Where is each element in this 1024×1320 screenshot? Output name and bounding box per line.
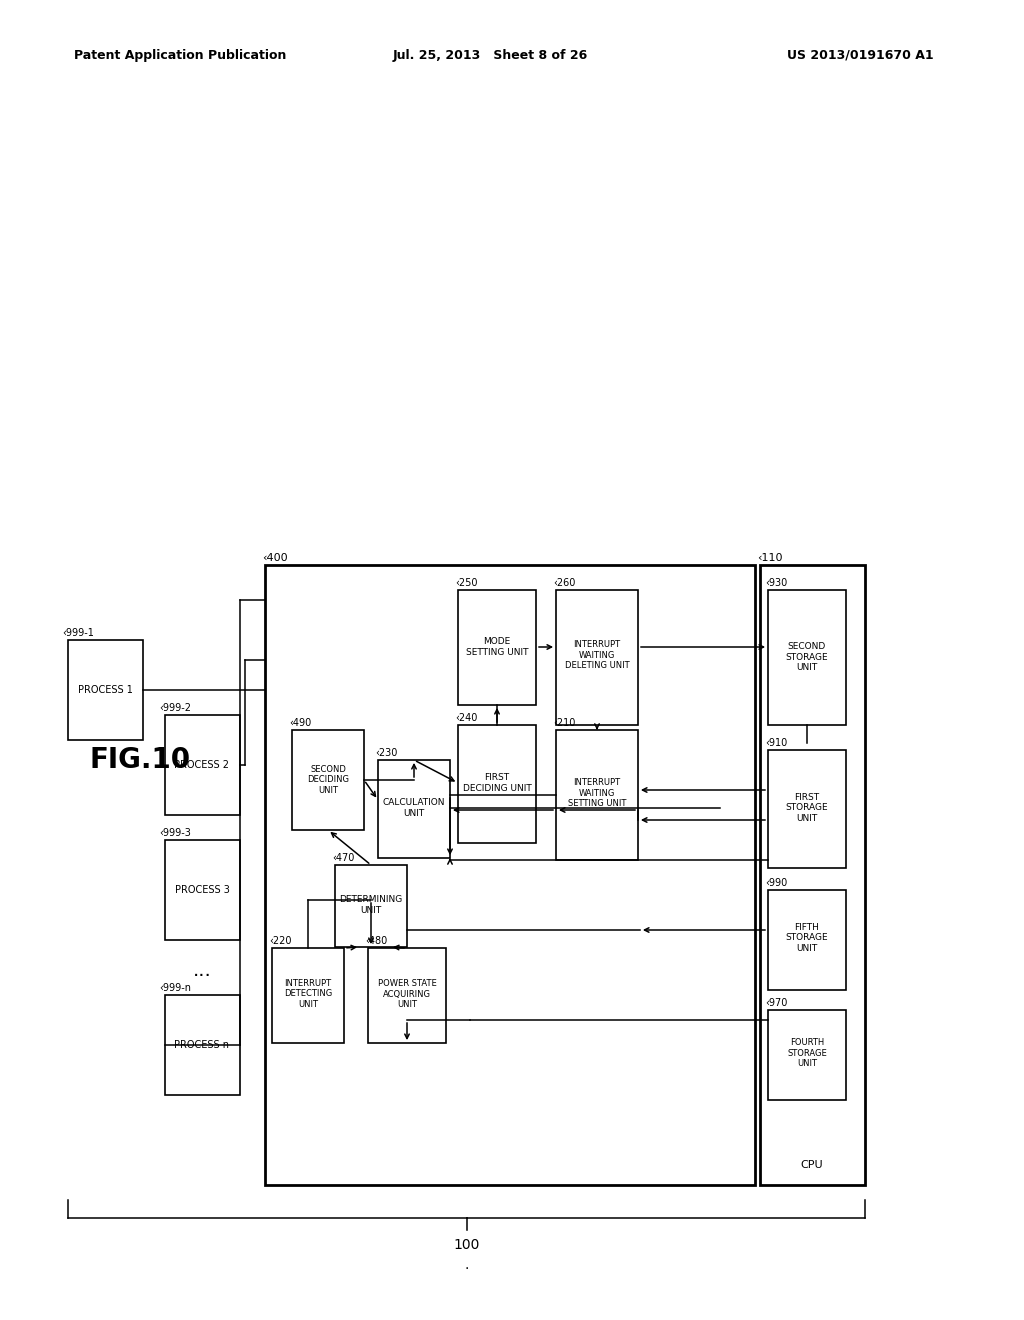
Text: Patent Application Publication: Patent Application Publication <box>74 49 286 62</box>
Bar <box>458 590 536 705</box>
Bar <box>768 1010 846 1100</box>
Text: DETERMINING
UNIT: DETERMINING UNIT <box>339 895 402 915</box>
Text: ‹220: ‹220 <box>268 936 291 946</box>
Text: ‹999-2: ‹999-2 <box>159 704 191 713</box>
Text: Jul. 25, 2013   Sheet 8 of 26: Jul. 25, 2013 Sheet 8 of 26 <box>392 49 588 62</box>
Text: INTERRUPT
DETECTING
UNIT: INTERRUPT DETECTING UNIT <box>284 979 332 1008</box>
Text: ‹990: ‹990 <box>765 878 787 888</box>
Text: SECOND
DECIDING
UNIT: SECOND DECIDING UNIT <box>307 766 349 795</box>
Text: PROCESS n: PROCESS n <box>174 1040 229 1049</box>
Bar <box>768 590 846 725</box>
Text: FIRST
STORAGE
UNIT: FIRST STORAGE UNIT <box>785 793 828 822</box>
Text: ‹240: ‹240 <box>455 713 477 723</box>
Text: FIG.10: FIG.10 <box>89 746 190 774</box>
Bar <box>368 948 446 1043</box>
Text: US 2013/0191670 A1: US 2013/0191670 A1 <box>786 49 933 62</box>
Text: CALCULATION
UNIT: CALCULATION UNIT <box>383 799 445 817</box>
Text: ‹999-3: ‹999-3 <box>159 828 190 838</box>
Bar <box>556 730 638 861</box>
Bar <box>768 750 846 869</box>
Text: .: . <box>464 1258 469 1272</box>
Bar <box>272 948 344 1043</box>
Bar <box>68 640 143 741</box>
Text: ‹210: ‹210 <box>553 718 575 729</box>
Bar <box>556 590 638 725</box>
Bar <box>335 865 407 946</box>
Text: ‹930: ‹930 <box>765 578 787 587</box>
Text: INTERRUPT
WAITING
DELETING UNIT: INTERRUPT WAITING DELETING UNIT <box>564 640 630 671</box>
Bar <box>378 760 450 858</box>
Text: MODE
SETTING UNIT: MODE SETTING UNIT <box>466 638 528 657</box>
Text: ‹470: ‹470 <box>332 853 354 863</box>
Text: ...: ... <box>193 961 211 979</box>
Text: INTERRUPT
WAITING
SETTING UNIT: INTERRUPT WAITING SETTING UNIT <box>568 777 627 808</box>
Text: ‹999-1: ‹999-1 <box>62 628 94 638</box>
Bar <box>165 715 240 814</box>
Text: ‹230: ‹230 <box>375 748 397 758</box>
Text: PROCESS 3: PROCESS 3 <box>174 884 229 895</box>
Bar <box>458 725 536 843</box>
Text: FOURTH
STORAGE
UNIT: FOURTH STORAGE UNIT <box>787 1038 826 1068</box>
Text: 100: 100 <box>454 1238 479 1251</box>
Text: POWER STATE
ACQUIRING
UNIT: POWER STATE ACQUIRING UNIT <box>378 979 436 1008</box>
Text: ‹480: ‹480 <box>365 936 387 946</box>
Text: FIRST
DECIDING UNIT: FIRST DECIDING UNIT <box>463 774 531 793</box>
Text: ‹910: ‹910 <box>765 738 787 748</box>
Text: ‹250: ‹250 <box>455 578 477 587</box>
Bar <box>265 565 755 1185</box>
Text: ‹260: ‹260 <box>553 578 575 587</box>
Bar <box>165 995 240 1096</box>
Text: ‹999-n: ‹999-n <box>159 983 191 993</box>
Bar <box>165 840 240 940</box>
Text: ‹110: ‹110 <box>758 553 782 564</box>
Text: ‹400: ‹400 <box>262 553 288 564</box>
Text: CPU: CPU <box>801 1160 823 1170</box>
Text: PROCESS 1: PROCESS 1 <box>78 685 132 696</box>
Text: FIFTH
STORAGE
UNIT: FIFTH STORAGE UNIT <box>785 923 828 953</box>
Bar <box>768 890 846 990</box>
Text: SECOND
STORAGE
UNIT: SECOND STORAGE UNIT <box>785 642 828 672</box>
Text: ‹490: ‹490 <box>289 718 311 729</box>
Text: PROCESS 2: PROCESS 2 <box>174 760 229 770</box>
Bar <box>292 730 364 830</box>
Text: ‹970: ‹970 <box>765 998 787 1008</box>
Bar <box>760 565 865 1185</box>
